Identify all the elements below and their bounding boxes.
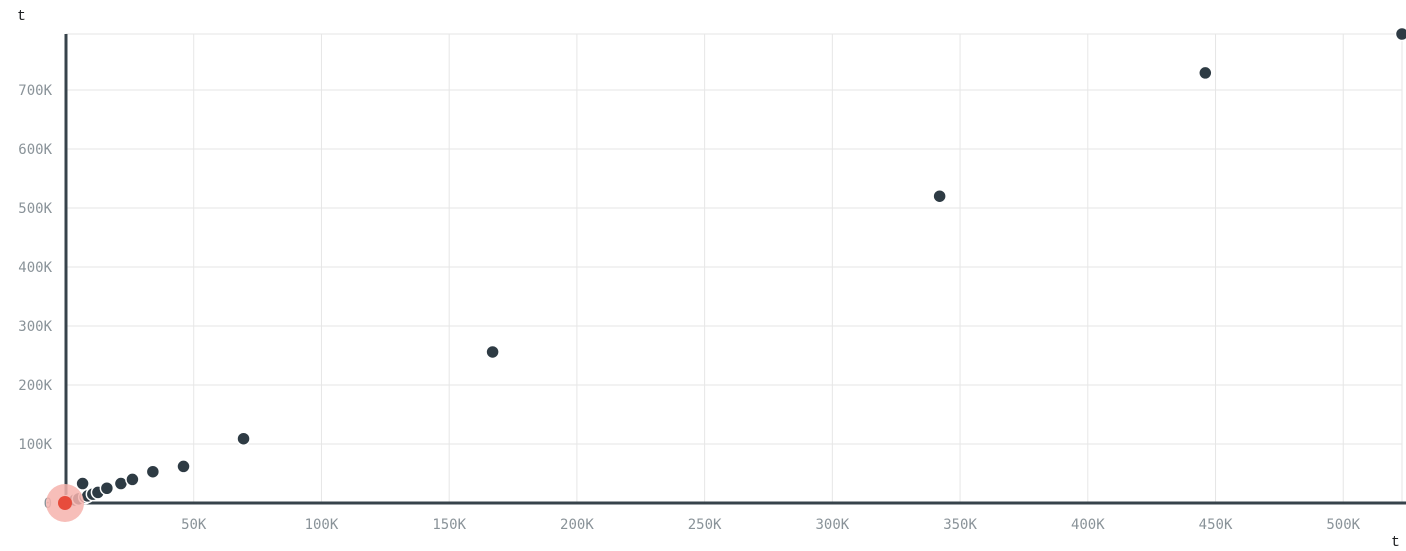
- data-points: [60, 26, 1406, 510]
- y-tick-label: 500K: [18, 201, 52, 217]
- y-tick-label: 400K: [18, 260, 52, 276]
- y-tick-label: 200K: [18, 378, 52, 394]
- x-tick-label: 450K: [1199, 517, 1233, 533]
- x-tick-label: 50K: [181, 517, 207, 533]
- x-tick-label: 500K: [1326, 517, 1360, 533]
- x-tick-label: 350K: [943, 517, 977, 533]
- data-point: [236, 431, 251, 446]
- data-point: [932, 188, 947, 204]
- y-tick-label: 300K: [18, 319, 52, 335]
- data-point: [1394, 26, 1406, 42]
- data-point: [125, 472, 140, 487]
- x-axis-title: t: [1391, 534, 1400, 551]
- highlight-point: [58, 496, 72, 510]
- y-tick-label: 700K: [18, 83, 52, 99]
- y-tick-label: 100K: [18, 437, 52, 453]
- axes: [64, 34, 1406, 505]
- data-point: [1198, 65, 1213, 81]
- data-point: [99, 481, 115, 496]
- data-point: [75, 476, 90, 491]
- data-point: [485, 344, 500, 360]
- highlight-marker: [46, 484, 84, 522]
- x-tick-label: 400K: [1071, 517, 1105, 533]
- y-axis-title: t: [17, 8, 26, 25]
- x-tick-label: 200K: [560, 517, 594, 533]
- grid: [66, 33, 1403, 503]
- y-tick-label: 600K: [18, 142, 52, 158]
- x-tick-label: 250K: [688, 517, 722, 533]
- x-tick-label: 300K: [815, 517, 849, 533]
- data-point: [145, 464, 161, 479]
- tick-labels: 50K100K150K200K250K300K350K400K450K500K0…: [18, 83, 1360, 533]
- x-tick-label: 150K: [432, 517, 466, 533]
- data-point: [176, 459, 191, 474]
- x-tick-label: 100K: [305, 517, 339, 533]
